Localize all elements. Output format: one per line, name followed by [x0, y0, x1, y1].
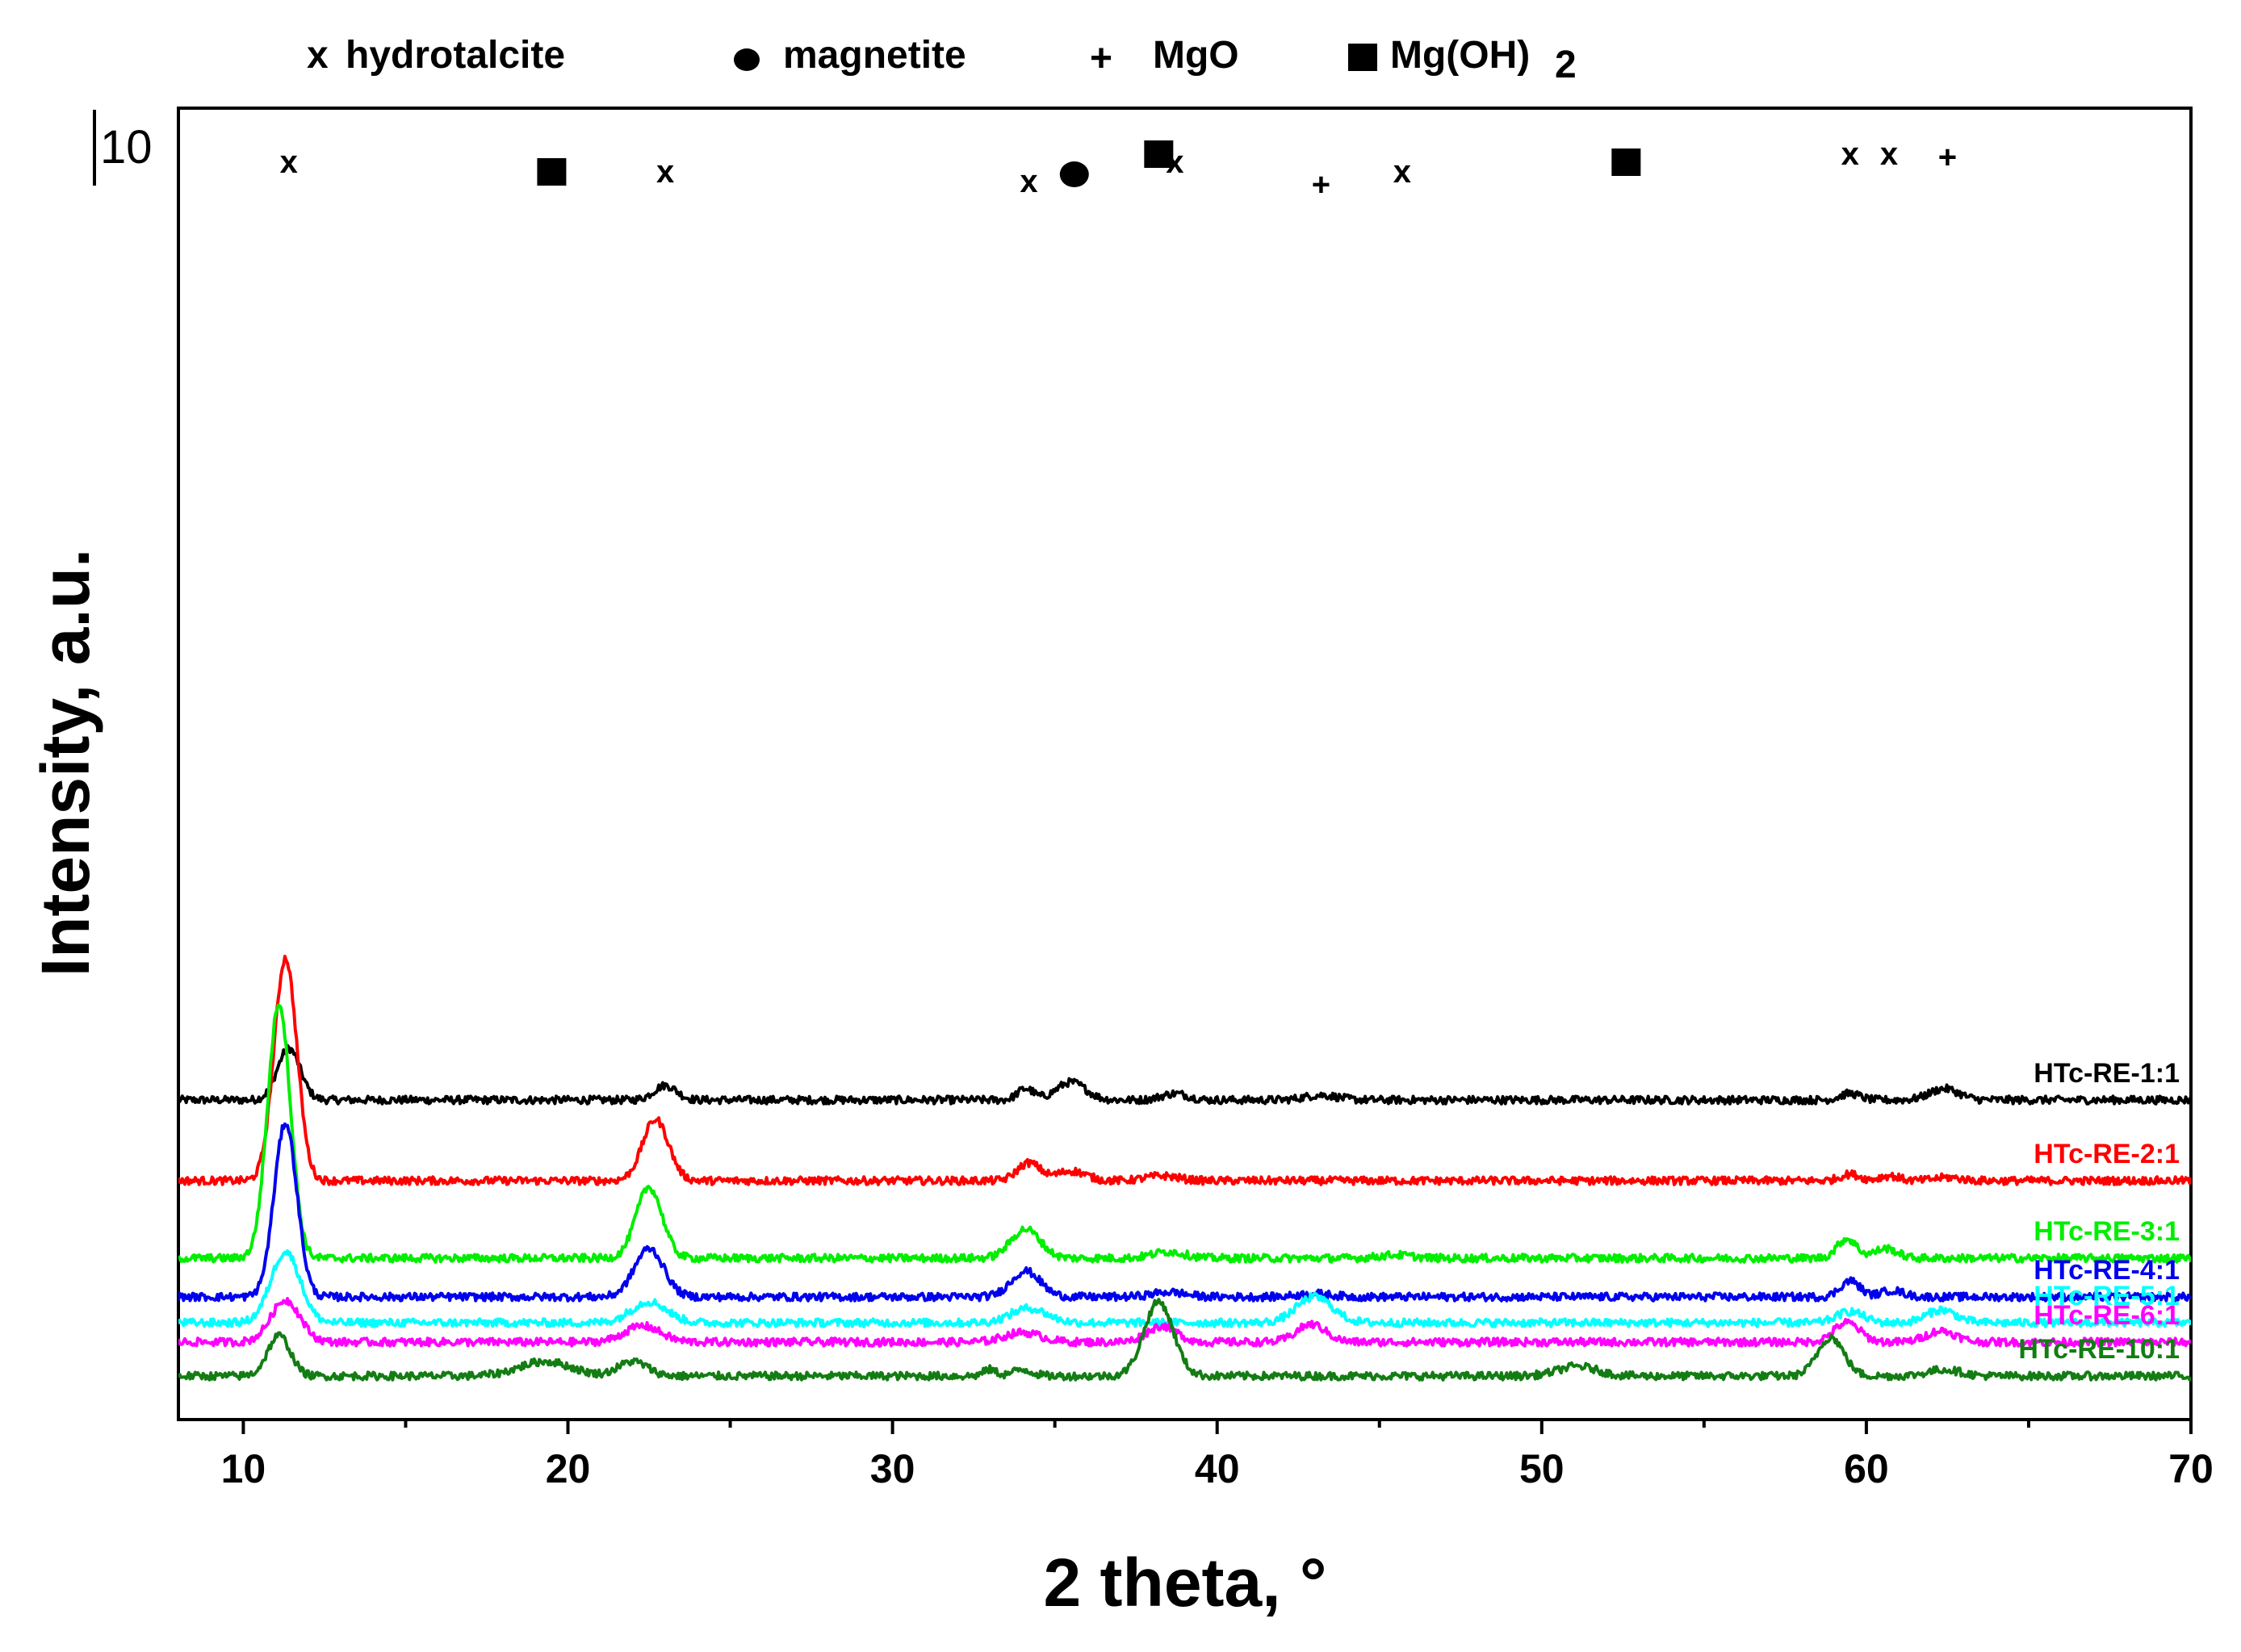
series-label-5: HTc-RE-5:1: [2034, 1281, 2180, 1311]
series-label-6: HTc-RE-6:1: [2034, 1300, 2180, 1331]
legend: x hydrotalcite magnetite + MgO Mg(OH) 2: [307, 34, 1577, 86]
phase-markers: x x xx x x x++: [280, 136, 1958, 203]
x-tick-label-50: 50: [1519, 1446, 1565, 1491]
phase-marker-square: [1144, 140, 1174, 168]
x-axis-title: 2 theta, °: [1043, 1545, 1326, 1621]
series-label-2: HTc-RE-2:1: [2034, 1139, 2180, 1169]
x-tick-label-10: 10: [221, 1446, 266, 1491]
series-label-1: HTc-RE-1:1: [2034, 1058, 2180, 1089]
x-tick-label-60: 60: [1844, 1446, 1889, 1491]
x-tick-label-20: 20: [546, 1446, 591, 1491]
legend-label-mgoh-subscript: 2: [1555, 44, 1577, 86]
legend-label-magnetite: magnetite: [783, 34, 966, 77]
y-axis-title: Intensity, a.u.: [27, 549, 103, 977]
series-labels: HTc-RE-1:1 HTc-RE-2:1 HTc-RE-3:1 HTc-RE-4:1…: [2018, 1058, 2180, 1365]
phase-marker-x: x: [656, 154, 674, 190]
scale-bar-label: 10: [100, 121, 153, 174]
phase-marker-x: x: [280, 144, 298, 180]
series-group: [178, 955, 2191, 1382]
phase-marker-plus: +: [1312, 167, 1330, 203]
series-line-2: [178, 955, 2191, 1186]
series-line-6: [178, 1297, 2191, 1348]
phase-marker-x: x: [1393, 154, 1411, 190]
series-line-7: [178, 1298, 2191, 1382]
series-line-4: [178, 1122, 2191, 1303]
series-line-5: [178, 1249, 2191, 1328]
phase-marker-circle: [1059, 161, 1089, 187]
phase-marker-x: x: [1841, 136, 1859, 172]
series-label-4: HTc-RE-4:1: [2034, 1255, 2180, 1286]
series-label-7: HTc-RE-10:1: [2018, 1334, 2180, 1365]
phase-marker-square: [537, 158, 567, 186]
legend-label-mgoh: Mg(OH): [1390, 34, 1530, 77]
x-axis: 10 20 30 40 50 60 70: [221, 1420, 2214, 1491]
legend-label-mgo: MgO: [1153, 34, 1239, 77]
phase-marker-square: [1611, 148, 1641, 176]
series-label-3: HTc-RE-3:1: [2034, 1216, 2180, 1247]
legend-plus-icon: +: [1090, 37, 1112, 80]
legend-circle-icon: [734, 48, 760, 71]
phase-marker-x: x: [1880, 136, 1898, 172]
plot-frame: [177, 107, 2193, 1421]
x-tick-label-40: 40: [1195, 1446, 1240, 1491]
series-line-1: [178, 1043, 2191, 1106]
legend-label-hydrotalcite: hydrotalcite: [346, 34, 565, 77]
phase-marker-plus: +: [1938, 140, 1957, 175]
x-tick-label-30: 30: [870, 1446, 915, 1491]
x-tick-label-70: 70: [2168, 1446, 2214, 1491]
legend-square-icon: [1348, 44, 1377, 71]
series-line-3: [178, 1003, 2191, 1264]
legend-marker-x: x: [307, 34, 329, 77]
phase-marker-x: x: [1020, 164, 1037, 199]
